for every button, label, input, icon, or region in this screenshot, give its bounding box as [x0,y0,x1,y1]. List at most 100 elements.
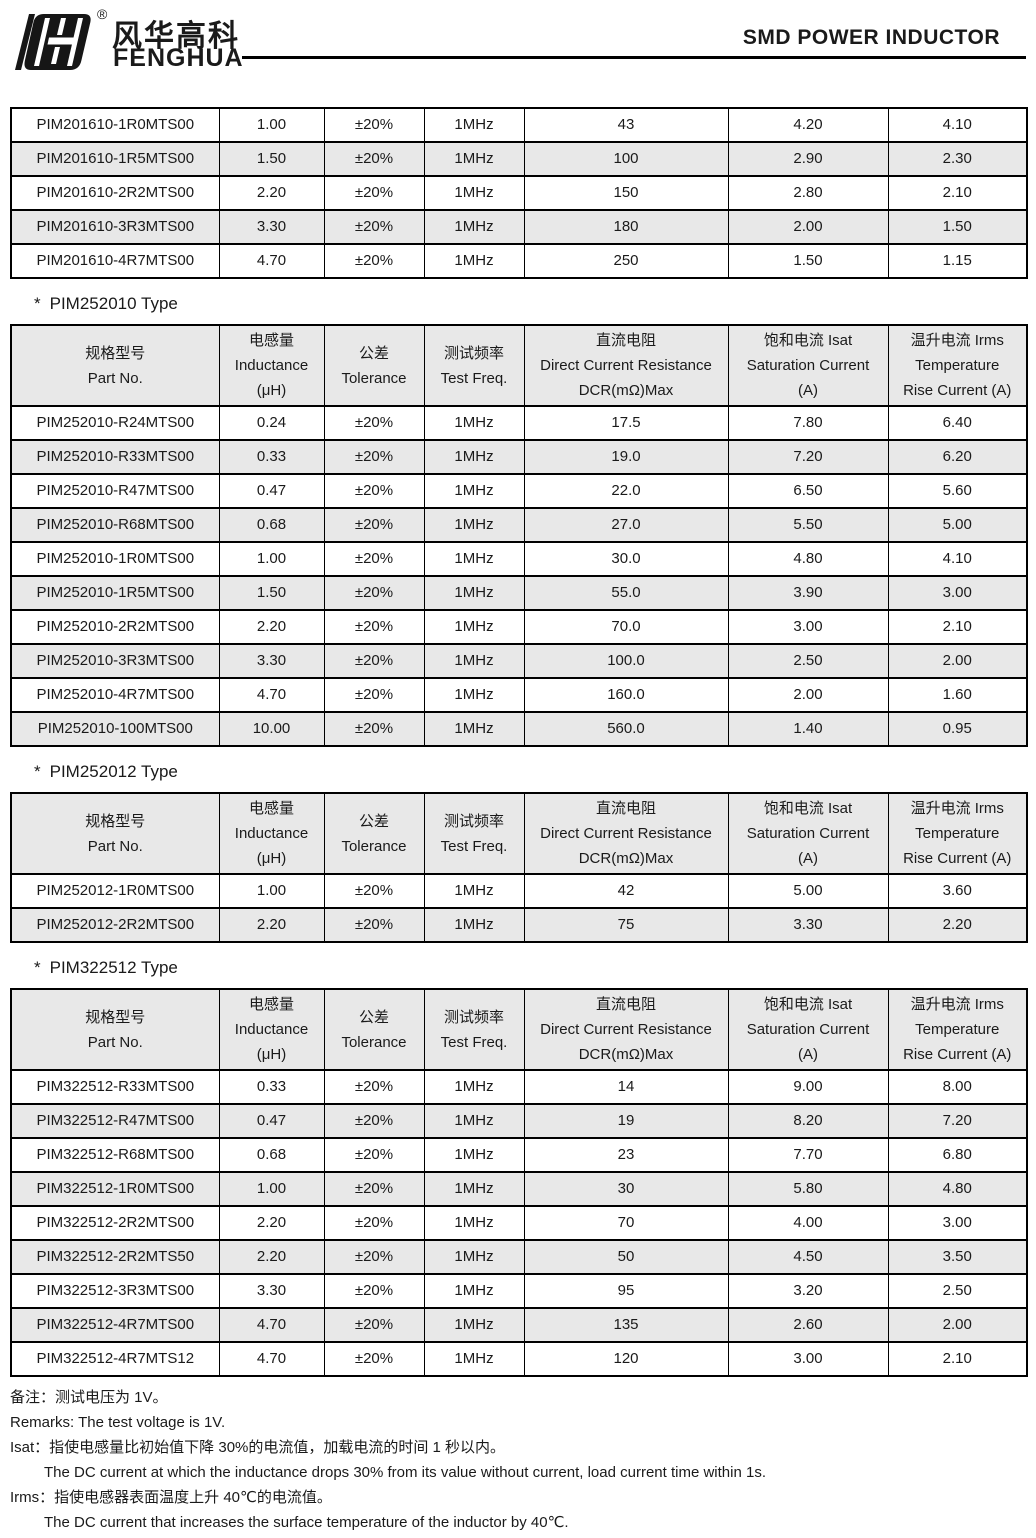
table-cell: PIM252012-1R0MTS00 [10,873,220,909]
table-cell: 250 [523,243,729,279]
table-cell: PIM322512-2R2MTS50 [10,1239,220,1275]
table-cell: 23 [523,1137,729,1173]
table-cell: PIM252010-R33MTS00 [10,439,220,475]
table-cell: 0.33 [218,439,325,475]
table-cell: 180 [523,209,729,245]
header-rule [242,56,1026,59]
table-cell: 1MHz [423,243,525,279]
table-cell: PIM201610-1R0MTS00 [10,107,220,143]
table-cell: 30.0 [523,541,729,577]
table-cell: 2.00 [727,209,889,245]
table-cell: 1MHz [423,1205,525,1241]
table-cell: 1.00 [218,1171,325,1207]
table-cell: 1MHz [423,107,525,143]
table-cell: 1MHz [423,541,525,577]
table-cell: ±20% [323,243,425,279]
table-cell: PIM322512-4R7MTS00 [10,1307,220,1343]
column-header: 规格型号 Part No. [10,988,220,1071]
table-cell: 2.00 [887,643,1028,679]
table-row: PIM252012-1R0MTS00 1.00 ±20% 1MHz 42 5.00 3.60 [10,873,1028,909]
spec-table-pim252010: 规格型号 Part No. 电感量 Inductance (μH) 公差 Tolerance… [10,324,1028,747]
table-cell: ±20% [323,1239,425,1275]
table-row: PIM252010-100MTS00 10.00 ±20% 1MHz 560.0 1.40… [10,711,1028,747]
column-header: 直流电阻 Direct Current Resistance DCR(mΩ)Max [523,324,729,407]
column-header: 饱和电流 Isat Saturation Current (A) [727,324,889,407]
document-title: SMD POWER INDUCTOR [742,26,1000,49]
table-cell: 3.30 [218,643,325,679]
column-header: 公差 Tolerance [323,792,425,875]
header-row: 规格型号 Part No. 电感量 Inductance (μH) 公差 Tolerance… [10,988,1028,1071]
spec-table-pim252012: 规格型号 Part No. 电感量 Inductance (μH) 公差 Tolerance… [10,792,1028,943]
table-cell: 7.20 [887,1103,1028,1139]
table-cell: 1.40 [727,711,889,747]
table-cell: ±20% [323,609,425,645]
column-header: 规格型号 Part No. [10,792,220,875]
table-cell: 100.0 [523,643,729,679]
table-row: PIM322512-2R2MTS00 2.20 ±20% 1MHz 70 4.00 3.00 [10,1205,1028,1241]
table-cell: 8.20 [727,1103,889,1139]
table-cell: ±20% [323,175,425,211]
table-cell: 7.20 [727,439,889,475]
table-row: PIM201610-1R0MTS00 1.00 ±20% 1MHz 43 4.20 4.10 [10,107,1028,143]
table-cell: ±20% [323,1103,425,1139]
table-cell: ±20% [323,141,425,177]
table-cell: 3.00 [887,575,1028,611]
column-header: 直流电阻 Direct Current Resistance DCR(mΩ)Max [523,988,729,1071]
table-cell: 14 [523,1069,729,1105]
table-cell: 2.20 [218,1239,325,1275]
table-cell: 55.0 [523,575,729,611]
column-header: 温升电流 Irms Temperature Rise Current (A) [887,988,1028,1071]
table-row: PIM252012-2R2MTS00 2.20 ±20% 1MHz 75 3.30 2.20 [10,907,1028,943]
table-row: PIM252010-R24MTS00 0.24 ±20% 1MHz 17.5 7.80 6.… [10,405,1028,441]
table-cell: 2.20 [218,609,325,645]
table-cell: ±20% [323,1069,425,1105]
table-cell: 70.0 [523,609,729,645]
table-row: PIM252010-4R7MTS00 4.70 ±20% 1MHz 160.0 2.00 1… [10,677,1028,713]
section-title-text: PIM252010 Type [49,294,178,313]
footnote-line: Irms：指使电感器表面温度上升 40℃的电流值。 [10,1489,332,1506]
table-cell: 1MHz [423,907,525,943]
table-row: PIM322512-R47MTS00 0.47 ±20% 1MHz 19 8.20 7.20 [10,1103,1028,1139]
table-cell: 17.5 [523,405,729,441]
table-cell: 2.20 [887,907,1028,943]
table-cell: 3.20 [727,1273,889,1309]
table-cell: 3.30 [218,1273,325,1309]
table-cell: 7.80 [727,405,889,441]
table-cell: ±20% [323,677,425,713]
table-cell: ±20% [323,1137,425,1173]
table-cell: 6.20 [887,439,1028,475]
table-cell: ±20% [323,575,425,611]
table-cell: 1MHz [423,405,525,441]
table-cell: ±20% [323,1307,425,1343]
table-cell: PIM322512-3R3MTS00 [10,1273,220,1309]
table-cell: 4.80 [727,541,889,577]
spec-table-pim322512: 规格型号 Part No. 电感量 Inductance (μH) 公差 Tolerance… [10,988,1028,1377]
table-cell: 2.20 [218,1205,325,1241]
table-cell: 2.10 [887,609,1028,645]
table-cell: 1MHz [423,1171,525,1207]
header-row: 规格型号 Part No. 电感量 Inductance (μH) 公差 Tolerance… [10,792,1028,875]
table-cell: 1MHz [423,643,525,679]
table-cell: PIM252010-4R7MTS00 [10,677,220,713]
footnote-line: The DC current at which the inductance d… [44,1464,766,1481]
table-cell: 0.33 [218,1069,325,1105]
table-cell: ±20% [323,473,425,509]
table-cell: PIM252010-3R3MTS00 [10,643,220,679]
table-cell: 0.68 [218,507,325,543]
table-cell: PIM322512-R47MTS00 [10,1103,220,1139]
table-cell: 2.10 [887,1341,1028,1377]
table-cell: 50 [523,1239,729,1275]
table-cell: PIM201610-4R7MTS00 [10,243,220,279]
table-row: PIM322512-3R3MTS00 3.30 ±20% 1MHz 95 3.20 2.50 [10,1273,1028,1309]
table-cell: ±20% [323,907,425,943]
table-cell: PIM252010-R47MTS00 [10,473,220,509]
table-cell: PIM322512-2R2MTS00 [10,1205,220,1241]
table-cell: 2.50 [727,643,889,679]
table-cell: 1MHz [423,711,525,747]
table-cell: PIM201610-1R5MTS00 [10,141,220,177]
table-row: PIM252010-R68MTS00 0.68 ±20% 1MHz 27.0 5.50 5.… [10,507,1028,543]
table-cell: 9.00 [727,1069,889,1105]
table-cell: 2.50 [887,1273,1028,1309]
table-cell: 6.40 [887,405,1028,441]
